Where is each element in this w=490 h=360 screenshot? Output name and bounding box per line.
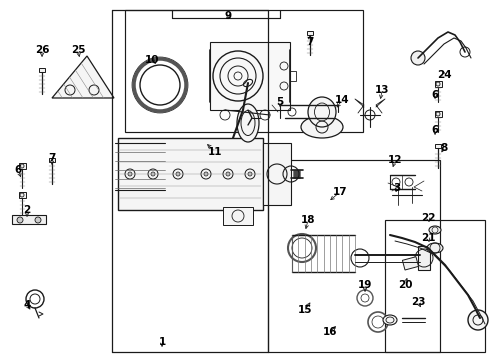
- Ellipse shape: [429, 226, 441, 234]
- Ellipse shape: [237, 104, 259, 142]
- Text: 23: 23: [411, 297, 425, 307]
- Circle shape: [17, 217, 23, 223]
- Bar: [39, 68, 45, 72]
- Bar: [418, 246, 430, 270]
- Text: 6: 6: [14, 165, 22, 175]
- Text: 21: 21: [421, 233, 435, 243]
- Ellipse shape: [383, 315, 397, 325]
- Bar: [268, 160, 440, 352]
- Bar: [49, 158, 55, 162]
- Bar: [385, 220, 485, 352]
- Text: 7: 7: [306, 37, 314, 47]
- Ellipse shape: [427, 243, 443, 253]
- Text: 26: 26: [35, 45, 49, 55]
- Text: 8: 8: [441, 143, 448, 153]
- Bar: [19, 163, 25, 169]
- Text: 18: 18: [301, 215, 315, 225]
- Circle shape: [226, 172, 230, 176]
- Circle shape: [128, 172, 132, 176]
- Bar: [19, 192, 25, 198]
- Text: 17: 17: [333, 187, 347, 197]
- Ellipse shape: [301, 116, 343, 138]
- Text: 4: 4: [24, 300, 31, 310]
- Bar: [263, 143, 291, 205]
- Text: 25: 25: [71, 45, 85, 55]
- Text: 2: 2: [24, 205, 31, 215]
- Bar: [435, 111, 441, 117]
- Text: 10: 10: [145, 55, 159, 65]
- Text: 22: 22: [421, 213, 435, 223]
- Circle shape: [176, 172, 180, 176]
- Text: 11: 11: [208, 147, 222, 157]
- Bar: [435, 81, 441, 87]
- Text: 6: 6: [431, 125, 439, 135]
- Text: 24: 24: [437, 70, 451, 80]
- Bar: [223, 207, 253, 225]
- Text: 15: 15: [298, 305, 312, 315]
- Text: 9: 9: [224, 11, 232, 21]
- Bar: [307, 31, 313, 35]
- Text: 1: 1: [158, 337, 166, 347]
- Bar: [290, 71, 296, 81]
- Text: 12: 12: [388, 155, 402, 165]
- Bar: [118, 138, 263, 210]
- Circle shape: [151, 172, 155, 176]
- Bar: [402, 257, 418, 270]
- Bar: [125, 10, 363, 132]
- Text: 20: 20: [398, 280, 412, 290]
- Circle shape: [35, 217, 41, 223]
- Text: 13: 13: [375, 85, 389, 95]
- Bar: [435, 144, 441, 148]
- Ellipse shape: [308, 97, 336, 127]
- Circle shape: [468, 310, 488, 330]
- Text: 5: 5: [276, 97, 284, 107]
- Circle shape: [204, 172, 208, 176]
- Text: 14: 14: [335, 95, 349, 105]
- Text: 16: 16: [323, 327, 337, 337]
- Text: 3: 3: [393, 183, 401, 193]
- Circle shape: [248, 172, 252, 176]
- Circle shape: [411, 51, 425, 65]
- Polygon shape: [52, 56, 114, 98]
- Bar: [210, 42, 290, 110]
- Text: 6: 6: [431, 90, 439, 100]
- Text: 19: 19: [358, 280, 372, 290]
- Bar: [12, 215, 46, 224]
- Text: 7: 7: [49, 153, 56, 163]
